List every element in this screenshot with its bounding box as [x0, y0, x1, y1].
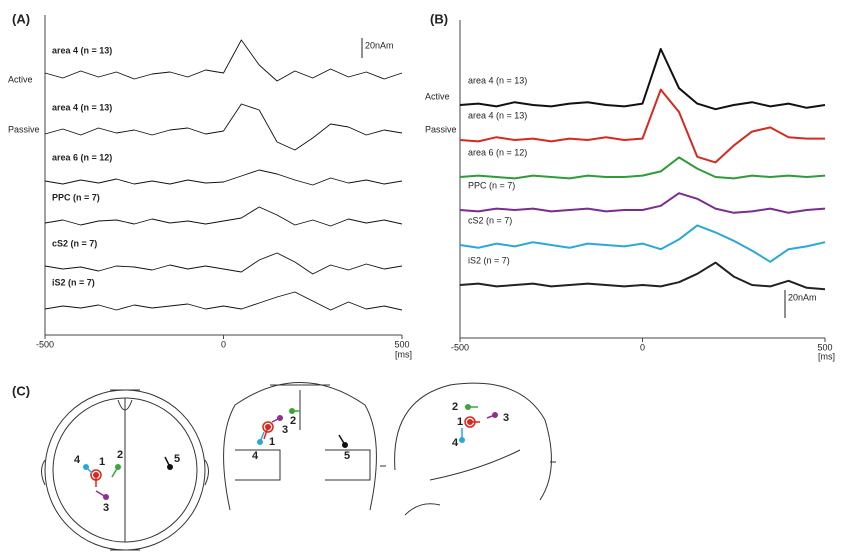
dipole-label: 3 — [282, 424, 288, 436]
panel-label: (C) — [12, 383, 30, 398]
dipole-label: 5 — [344, 450, 350, 462]
dipole — [167, 464, 173, 470]
series-label: area 6 (n = 12) — [52, 152, 112, 162]
x-tick-label: -500 — [36, 339, 54, 349]
waveform — [459, 261, 826, 291]
series-label: cS2 (n = 7) — [468, 215, 512, 225]
head-outlines — [41, 382, 556, 551]
dipole — [467, 419, 473, 425]
dipole — [83, 464, 89, 470]
dipole-label: 4 — [252, 450, 259, 462]
waveform — [44, 103, 403, 151]
x-unit: [ms] — [395, 349, 412, 359]
waveform — [459, 156, 826, 180]
dipole — [289, 408, 295, 414]
dipole-label: 2 — [452, 401, 458, 413]
dipole-label: 1 — [457, 416, 463, 428]
dipole — [342, 442, 348, 448]
panel-label: (B) — [430, 11, 448, 26]
waveform — [44, 252, 403, 275]
dipole-label: 5 — [174, 453, 180, 465]
panel-label: (A) — [12, 11, 30, 26]
waveform — [44, 206, 403, 227]
dipole-ring — [262, 421, 274, 433]
x-tick-label: -500 — [451, 342, 469, 352]
dipole-ring — [464, 416, 476, 428]
series-label: PPC (n = 7) — [468, 180, 515, 190]
x-tick-label: 0 — [221, 339, 226, 349]
dipole — [265, 424, 271, 430]
series-label: area 4 (n = 13) — [468, 75, 527, 85]
dipole-label: 4 — [74, 454, 81, 466]
waveform — [459, 48, 826, 111]
x-unit: [ms] — [818, 351, 835, 361]
series-label: area 4 (n = 13) — [52, 102, 112, 112]
waveform — [459, 88, 825, 164]
x-tick-label: 500 — [817, 342, 832, 352]
scale-bar-label: 20nAm — [788, 292, 817, 302]
condition-label: Passive — [425, 124, 457, 134]
dipole-label: 3 — [103, 502, 109, 514]
dipole-label: 4 — [452, 437, 459, 449]
condition-label: Active — [8, 74, 33, 84]
dipole-label: 2 — [117, 449, 123, 461]
series-label: PPC (n = 7) — [52, 192, 100, 202]
dipole-ring — [90, 469, 102, 481]
scale-bar-label: 20nAm — [365, 40, 394, 50]
dipole — [277, 415, 283, 421]
dipole-label: 2 — [290, 415, 296, 427]
series-label: iS2 (n = 7) — [468, 255, 510, 265]
dipole — [115, 464, 121, 470]
dipole-label: 1 — [269, 436, 275, 448]
dipole-label: 1 — [99, 456, 105, 468]
dipole — [465, 404, 471, 410]
dipole — [103, 494, 109, 500]
x-tick-label: 500 — [394, 339, 409, 349]
series-label: area 6 (n = 12) — [468, 147, 527, 157]
dipole-label: 3 — [503, 412, 509, 424]
x-tick-label: 0 — [640, 342, 645, 352]
series-label: cS2 (n = 7) — [52, 238, 97, 248]
condition-label: Passive — [8, 124, 40, 134]
dipole — [459, 437, 465, 443]
dipole — [492, 412, 498, 418]
series-label: area 4 (n = 13) — [468, 110, 527, 120]
waveform — [459, 224, 826, 263]
dipole — [93, 472, 99, 478]
series-label: area 4 (n = 13) — [52, 45, 112, 55]
waveform — [44, 291, 403, 311]
waveform — [44, 169, 403, 186]
series-label: iS2 (n = 7) — [52, 277, 95, 287]
dipole — [257, 439, 263, 445]
waveform — [459, 192, 826, 214]
waveform — [44, 39, 403, 82]
condition-label: Active — [425, 91, 450, 101]
